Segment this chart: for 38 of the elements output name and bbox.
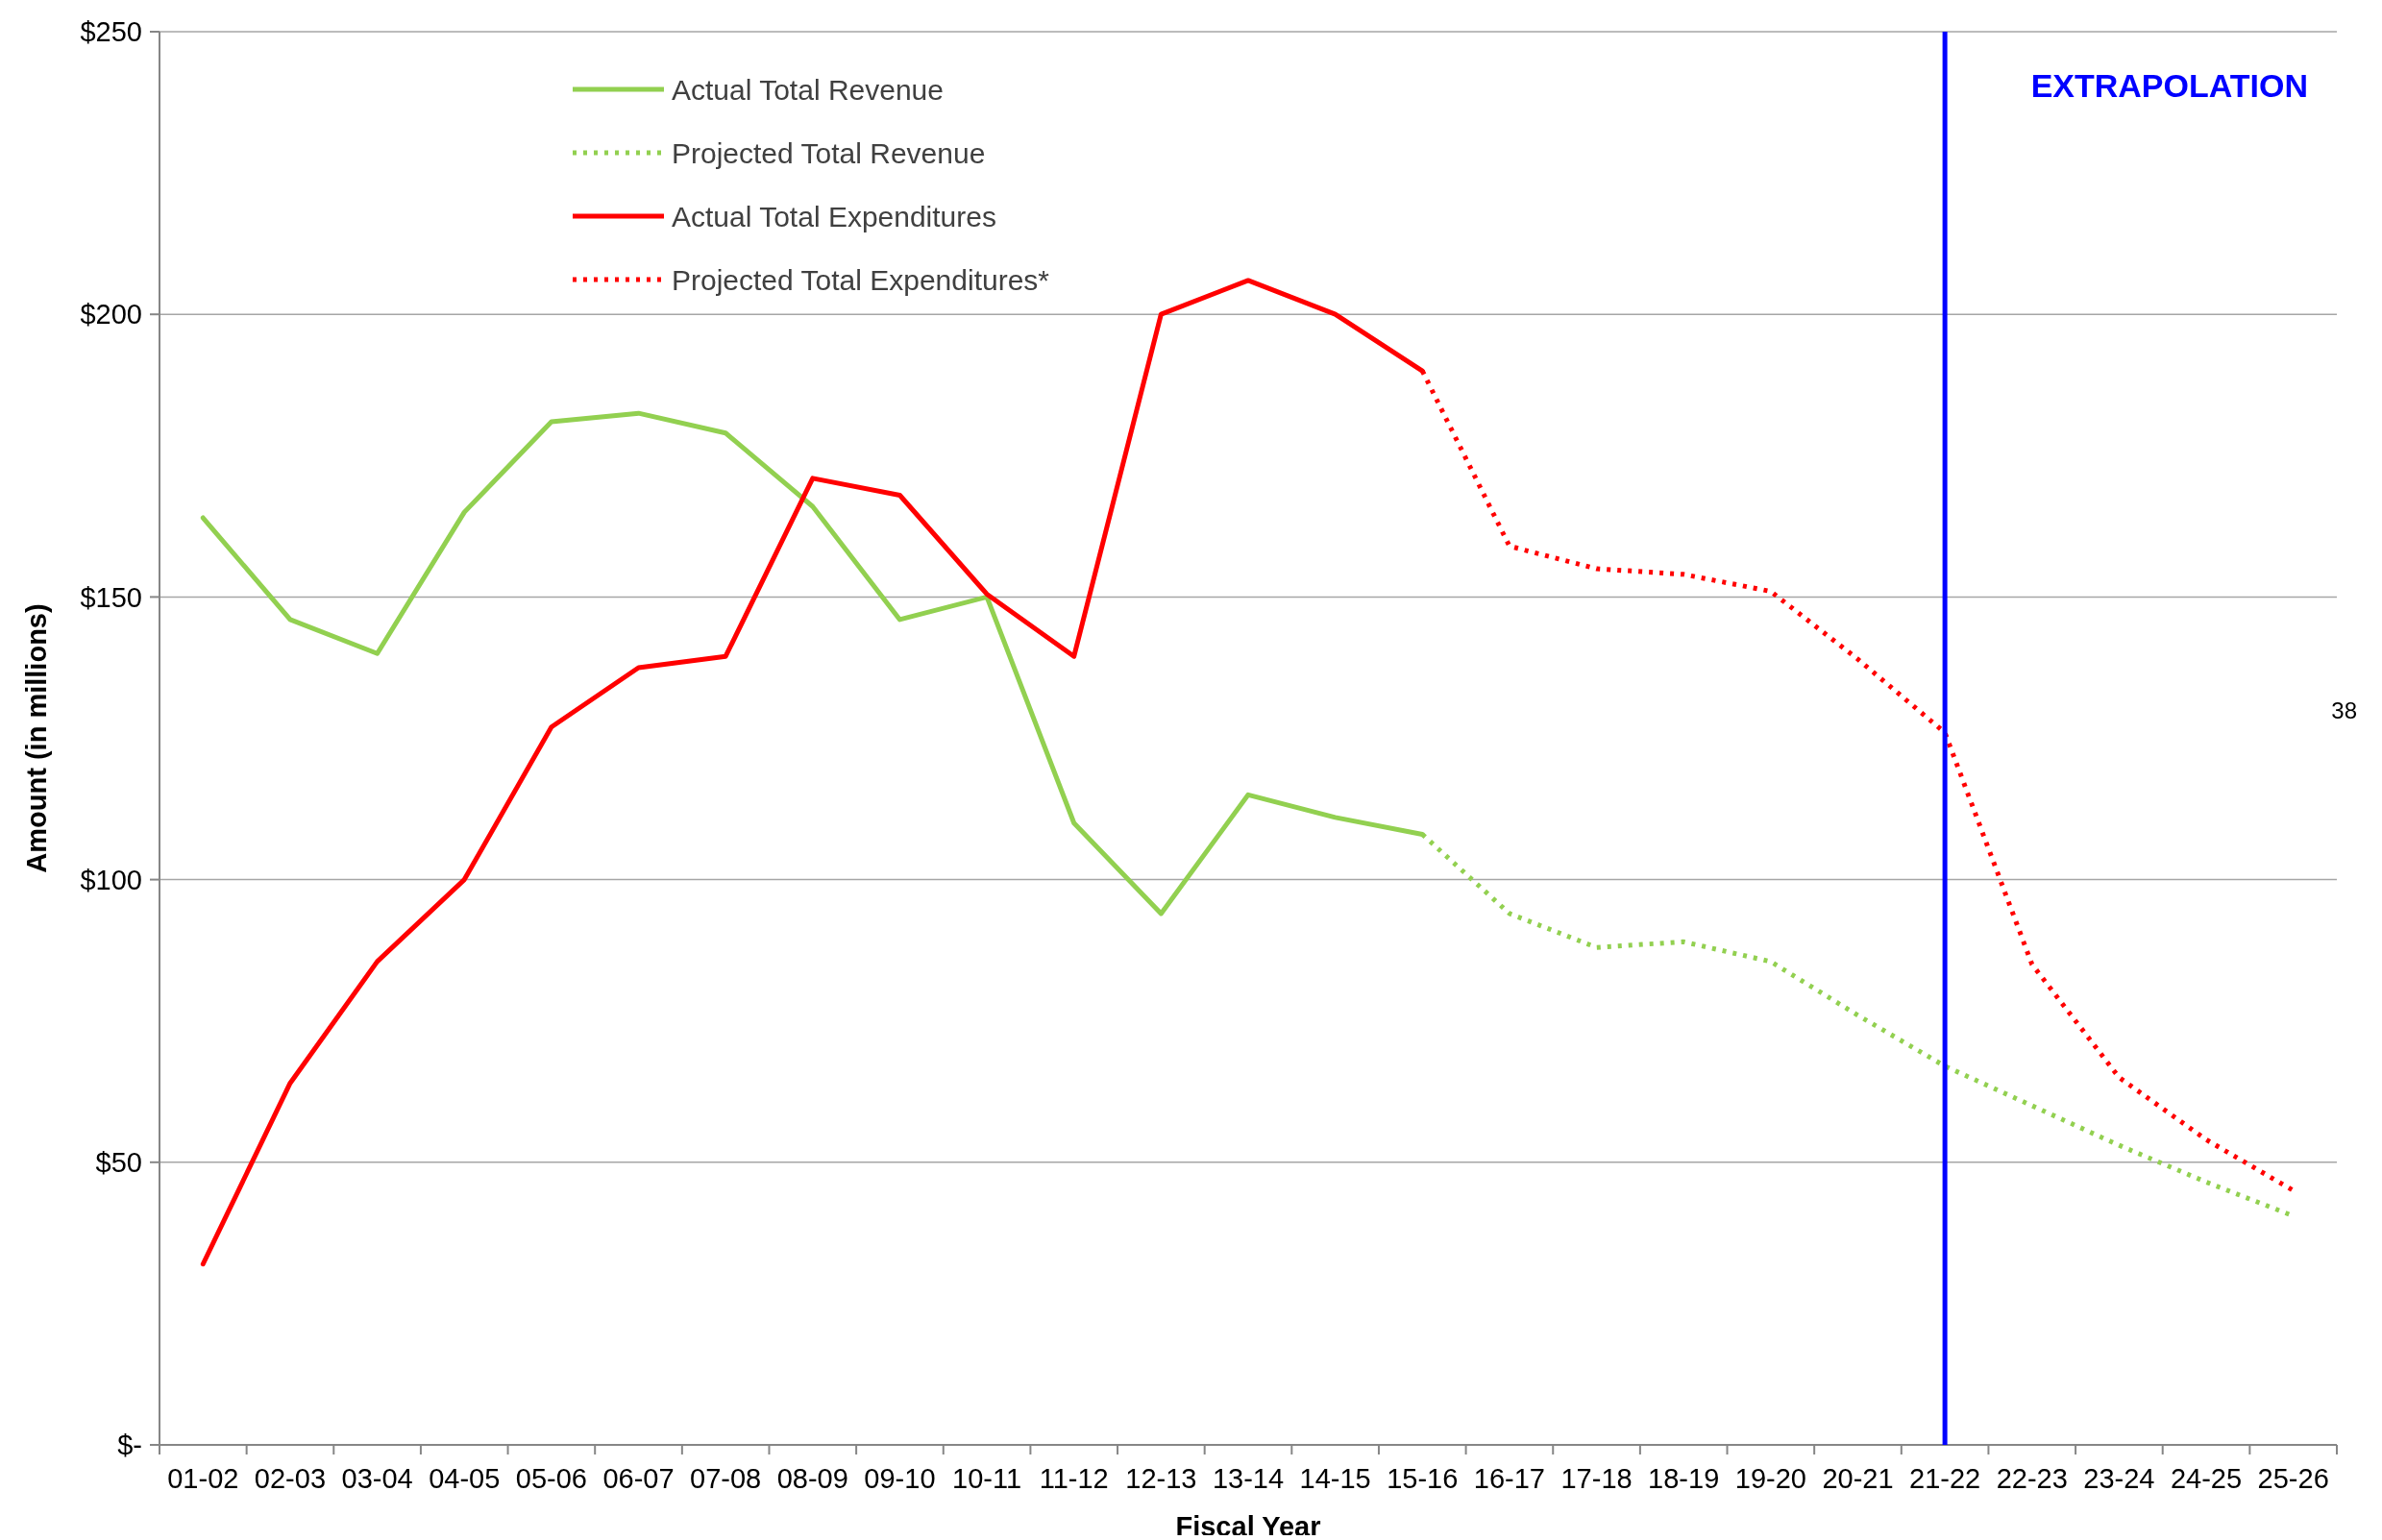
- x-tick-label: 14-15: [1299, 1463, 1371, 1494]
- y-tick-label: $50: [95, 1146, 142, 1178]
- ref-line-label: EXTRAPOLATION: [2030, 67, 2308, 104]
- x-tick-label: 02-03: [254, 1463, 327, 1494]
- x-tick-label: 03-04: [341, 1463, 413, 1494]
- y-tick-label: $200: [80, 299, 142, 330]
- x-tick-label: 01-02: [167, 1463, 239, 1494]
- x-tick-label: 24-25: [2170, 1463, 2243, 1494]
- x-tick-label: 09-10: [864, 1463, 936, 1494]
- x-tick-label: 04-05: [429, 1463, 501, 1494]
- x-tick-label: 15-16: [1387, 1463, 1459, 1494]
- x-tick-label: 12-13: [1125, 1463, 1197, 1494]
- x-tick-label: 08-09: [776, 1463, 848, 1494]
- y-tick-label: $250: [80, 16, 142, 48]
- x-tick-label: 13-14: [1212, 1463, 1285, 1494]
- x-tick-label: 20-21: [1822, 1463, 1894, 1494]
- x-tick-label: 05-06: [515, 1463, 587, 1494]
- x-tick-label: 22-23: [1996, 1463, 2068, 1494]
- x-tick-label: 25-26: [2257, 1463, 2329, 1494]
- x-tick-label: 19-20: [1734, 1463, 1806, 1494]
- x-tick-label: 23-24: [2083, 1463, 2155, 1494]
- y-tick-label: $150: [80, 581, 142, 613]
- x-tick-label: 11-12: [1039, 1463, 1109, 1494]
- y-tick-label: $100: [80, 864, 142, 895]
- x-tick-label: 10-11: [952, 1463, 1022, 1494]
- x-tick-label: 07-08: [690, 1463, 762, 1494]
- x-tick-label: 21-22: [1909, 1463, 1981, 1494]
- annotation: 38: [2331, 697, 2357, 723]
- x-tick-label: 16-17: [1473, 1463, 1546, 1494]
- y-axis-title: Amount (in millions): [21, 603, 52, 873]
- legend-label: Actual Total Expenditures: [672, 200, 996, 232]
- x-tick-label: 18-19: [1648, 1463, 1720, 1494]
- legend-label: Projected Total Revenue: [672, 136, 986, 169]
- y-tick-label: $-: [117, 1430, 142, 1461]
- legend-label: Actual Total Revenue: [672, 73, 944, 106]
- legend-label: Projected Total Expenditures*: [672, 263, 1050, 296]
- x-tick-label: 17-18: [1560, 1463, 1633, 1494]
- x-tick-label: 06-07: [602, 1463, 675, 1494]
